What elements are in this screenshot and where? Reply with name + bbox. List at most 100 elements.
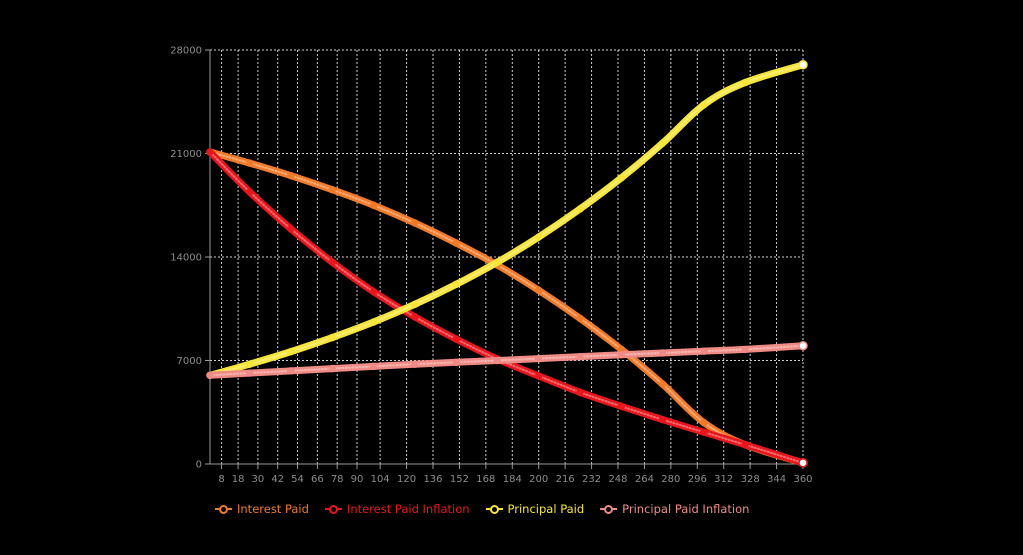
data-point — [493, 356, 502, 365]
x-tick-label: 296 — [688, 474, 707, 485]
data-point — [411, 300, 419, 309]
legend-label: Interest Paid Inflation — [346, 502, 470, 516]
series-principal-paid-inflation — [206, 340, 808, 379]
data-point — [741, 441, 749, 449]
x-tick-label: 360 — [793, 474, 812, 485]
x-tick-label: 312 — [714, 474, 733, 485]
series-markers-interest-paid-inflation — [208, 150, 805, 464]
series-interest-paid — [206, 148, 808, 468]
series-lines — [206, 60, 808, 468]
data-point — [617, 402, 626, 411]
x-tick-label: 184 — [503, 474, 522, 485]
x-tick-label: 216 — [556, 474, 575, 485]
y-tick-label: 7000 — [177, 356, 202, 367]
x-tick-label: 18 — [232, 474, 245, 485]
legend: Interest Paid Interest Paid Inflation Prin… — [215, 502, 749, 516]
data-point — [576, 205, 584, 213]
data-point — [452, 239, 460, 247]
data-point — [700, 347, 708, 355]
x-tick-label: 120 — [397, 474, 416, 485]
axes — [205, 49, 804, 469]
data-point — [411, 360, 419, 368]
data-point — [287, 171, 295, 180]
data-point — [576, 314, 584, 323]
data-point — [287, 225, 295, 233]
data-point — [658, 139, 667, 147]
legend-marker-icon — [215, 504, 232, 514]
data-point — [658, 380, 667, 388]
x-tick-label: 30 — [252, 474, 265, 485]
legend-label: Principal Paid — [507, 502, 585, 516]
legend-item-interest-paid[interactable]: Interest Paid — [215, 502, 309, 516]
data-point — [452, 358, 460, 366]
data-point — [493, 258, 502, 266]
x-tick-label: 232 — [582, 474, 601, 485]
x-tick-label: 328 — [741, 474, 760, 485]
x-tick-label: 8 — [218, 474, 224, 485]
data-point — [206, 148, 214, 156]
series-markers-interest-paid — [208, 150, 805, 464]
x-tick-label: 200 — [529, 474, 548, 485]
end-point — [798, 458, 808, 468]
data-point — [535, 372, 543, 380]
data-point — [411, 219, 419, 227]
data-point — [700, 418, 708, 427]
data-point — [658, 349, 667, 357]
data-point — [658, 415, 667, 424]
x-tick-label: 66 — [311, 474, 324, 485]
legend-marker-icon — [324, 504, 342, 514]
y-tick-label: 28000 — [170, 46, 202, 57]
data-point — [535, 233, 543, 241]
legend-item-interest-paid-inflation[interactable]: Interest Paid Inflation — [324, 502, 470, 516]
data-point — [617, 174, 626, 182]
data-point — [535, 354, 543, 363]
x-tick-label: 54 — [291, 474, 304, 485]
series-markers-principal-paid — [208, 63, 805, 377]
data-point — [411, 313, 419, 321]
series-markers-principal-paid-inflation — [208, 344, 805, 377]
y-tick-labels: 0 7000 14000 21000 28000 — [170, 46, 202, 471]
data-point — [369, 201, 378, 209]
data-point — [328, 364, 336, 373]
series-line-principal-paid — [206, 61, 807, 379]
data-point — [245, 369, 254, 377]
data-point — [206, 371, 214, 379]
x-tick-labels: 8 18 30 42 54 66 78 90 104 120 136 152 168 184 200 216 2… — [218, 474, 812, 485]
legend-item-principal-paid[interactable]: Principal Paid — [485, 502, 585, 516]
data-point — [535, 286, 543, 294]
y-tick-label: 14000 — [170, 253, 202, 264]
data-point — [700, 101, 708, 109]
data-point — [245, 159, 254, 167]
series-principal-paid — [206, 60, 808, 379]
x-tick-label: 152 — [450, 474, 469, 485]
legend-marker-icon — [485, 504, 503, 514]
end-point — [798, 340, 808, 351]
data-point — [617, 351, 626, 359]
series-line-interest-paid — [206, 148, 807, 467]
legend-marker-icon — [600, 504, 618, 514]
data-point — [369, 362, 378, 371]
legend-item-principal-paid-inflation[interactable]: Principal Paid Inflation — [600, 502, 749, 516]
end-point — [798, 60, 808, 70]
data-point — [287, 347, 295, 356]
x-tick-label: 264 — [635, 474, 654, 485]
data-point — [369, 318, 378, 326]
x-tick-label: 90 — [351, 474, 364, 485]
legend-label: Principal Paid Inflation — [622, 502, 750, 516]
data-point — [287, 367, 295, 375]
data-point — [328, 333, 336, 342]
x-tick-label: 136 — [423, 474, 442, 485]
x-tick-label: 42 — [271, 474, 284, 485]
x-tick-label: 168 — [476, 474, 495, 485]
data-point — [741, 345, 749, 354]
data-point — [741, 78, 749, 87]
data-point — [576, 352, 584, 361]
series-line-interest-paid-inflation — [206, 148, 807, 467]
y-tick-label: 21000 — [170, 149, 202, 160]
x-tick-label: 78 — [331, 474, 344, 485]
data-point — [245, 360, 254, 368]
x-tick-label: 280 — [661, 474, 680, 485]
data-point — [245, 188, 254, 196]
x-tick-label: 248 — [608, 474, 627, 485]
